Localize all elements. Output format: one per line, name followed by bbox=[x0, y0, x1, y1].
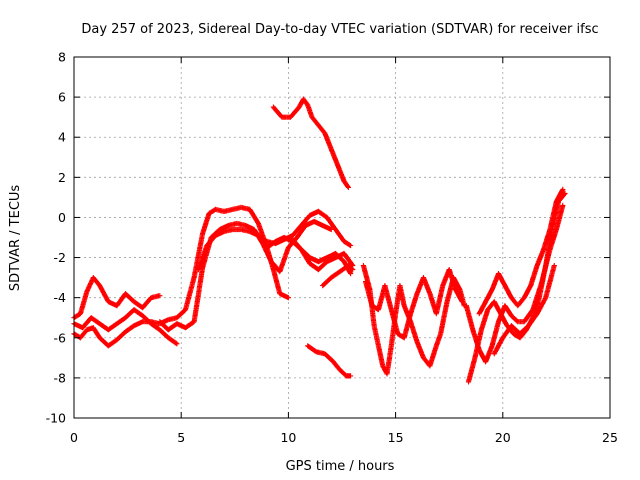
series-10 bbox=[305, 343, 354, 379]
y-tick-label: -2 bbox=[54, 250, 66, 265]
x-tick-label: 15 bbox=[388, 430, 404, 445]
series-16 bbox=[491, 263, 557, 357]
x-tick-label: 20 bbox=[495, 430, 511, 445]
y-tick-label: 4 bbox=[58, 130, 66, 145]
chart-title: Day 257 of 2023, Sidereal Day-to-day VTE… bbox=[81, 22, 598, 37]
y-tick-label: -10 bbox=[46, 411, 66, 426]
series-4-markers bbox=[157, 218, 334, 333]
series-11 bbox=[360, 263, 467, 377]
series-1-markers bbox=[71, 275, 163, 321]
x-tick-label: 0 bbox=[70, 430, 78, 445]
series-9-markers bbox=[270, 96, 351, 190]
series-16-markers bbox=[491, 263, 557, 357]
series-4 bbox=[157, 218, 334, 333]
series-11-markers bbox=[360, 263, 467, 377]
series-9 bbox=[270, 96, 351, 190]
y-tick-label: -4 bbox=[54, 290, 67, 305]
axis-ticks: 0 5 10 15 20 25 -10 -8 -6 -4 -2 0 2 4 6 8 bbox=[46, 50, 618, 446]
y-tick-label: 8 bbox=[58, 50, 66, 65]
series-12-markers bbox=[363, 267, 465, 341]
y-tick-label: 6 bbox=[58, 90, 66, 105]
x-tick-label: 5 bbox=[177, 430, 185, 445]
series-10-markers bbox=[305, 343, 354, 379]
series-15-markers bbox=[476, 186, 566, 317]
series-15 bbox=[476, 186, 566, 317]
plot-frame bbox=[73, 56, 611, 419]
series-8 bbox=[320, 263, 356, 289]
x-tick-label: 10 bbox=[280, 430, 296, 445]
series-7 bbox=[290, 236, 356, 273]
y-tick-label: -6 bbox=[54, 330, 67, 345]
x-tick-label: 25 bbox=[602, 430, 618, 445]
series-7-markers bbox=[290, 236, 356, 273]
data-points bbox=[71, 96, 568, 385]
series-8-markers bbox=[320, 263, 356, 289]
y-tick-label: 0 bbox=[58, 210, 66, 225]
y-tick-label: -8 bbox=[54, 370, 67, 385]
series-1 bbox=[71, 275, 163, 321]
y-axis-label: SDTVAR / TECUs bbox=[8, 185, 23, 292]
y-tick-label: 2 bbox=[58, 170, 66, 185]
x-axis-label: GPS time / hours bbox=[286, 459, 395, 474]
series-12 bbox=[363, 267, 465, 341]
